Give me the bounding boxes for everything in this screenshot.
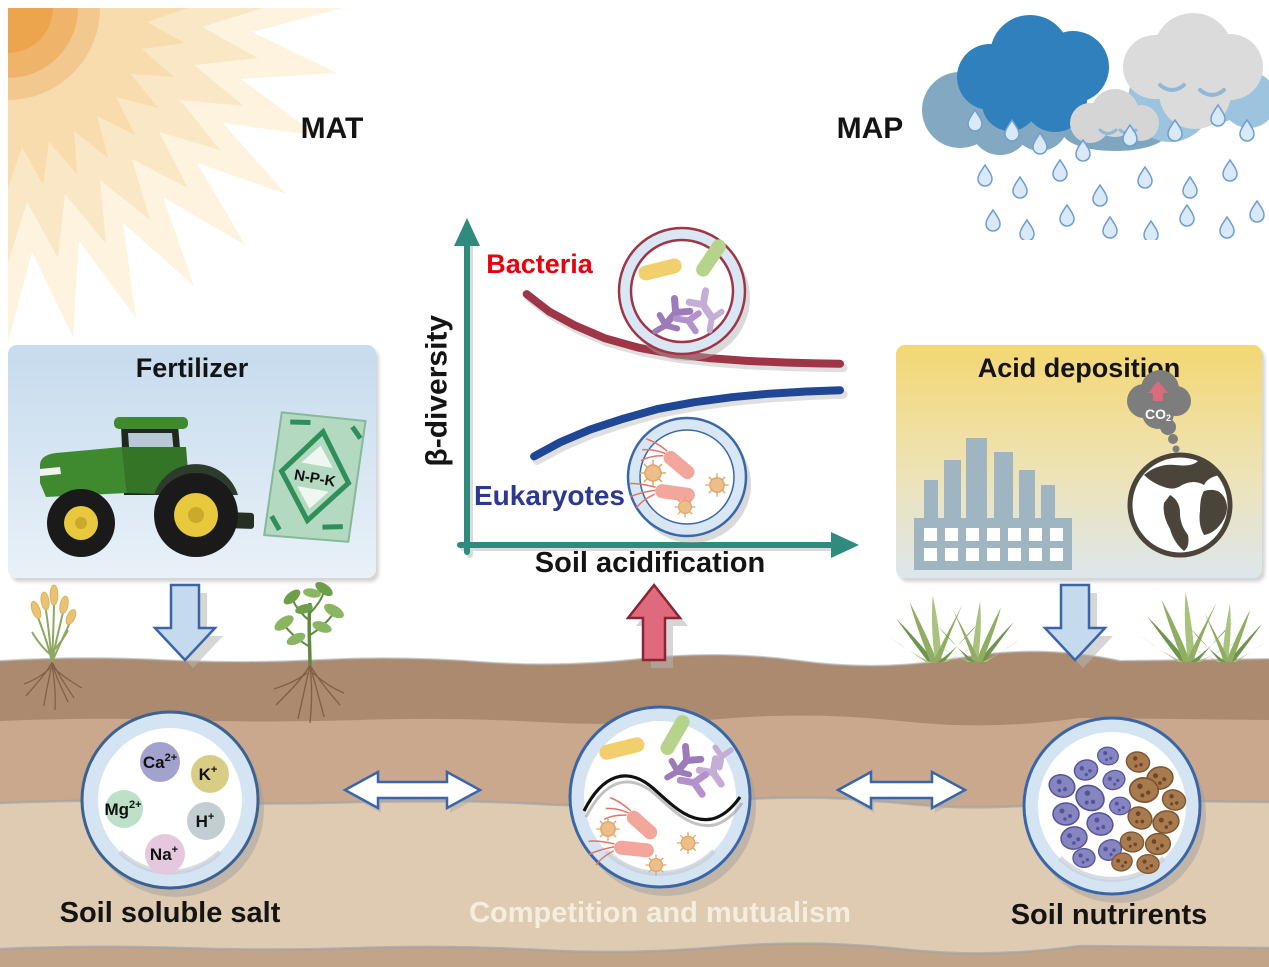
svg-text:Na+: Na+ <box>150 844 178 864</box>
globe <box>1127 452 1233 558</box>
svg-text:Mg2+: Mg2+ <box>104 799 141 819</box>
bacteria-dish-icon <box>617 226 750 361</box>
svg-text:K+: K+ <box>199 764 218 784</box>
green-plant-icon <box>273 581 345 724</box>
fertilizer-box: Fertilizer N-P-K <box>8 345 376 578</box>
legend-bacteria: Bacteria <box>486 249 593 279</box>
cloud-gray <box>1123 13 1263 129</box>
fertilizer-input-arrow <box>152 583 223 668</box>
flagellate-cells <box>588 796 658 866</box>
grass-tuft-icon <box>1186 604 1268 662</box>
mat-label: MAT <box>300 112 364 145</box>
plant-roots <box>273 664 345 724</box>
ion-na: Na+ <box>145 834 185 874</box>
acid-input-arrow <box>1042 583 1113 668</box>
beta-diversity-chart <box>454 218 859 558</box>
soil-cross-section: Ca2+ K+ Mg2+ H+ Na+ <box>0 581 1269 967</box>
divider-wave <box>582 774 742 822</box>
wheat-plant-icon <box>23 584 83 711</box>
microbe-nutrient-exchange-arrow <box>835 769 968 813</box>
sun-icon <box>8 8 343 343</box>
rain-clouds-icon <box>922 13 1269 240</box>
wheat-roots <box>23 661 83 711</box>
ion-mg: Mg2+ <box>104 790 143 828</box>
soil-acidification-arrow <box>625 582 688 668</box>
chart-xlabel: Soil acidification <box>534 547 766 579</box>
acid-deposition-box: Acid deposition C <box>896 345 1262 578</box>
y-axis-arrowhead <box>454 218 480 246</box>
spiky-protists <box>596 817 700 876</box>
chart-axes <box>454 218 859 558</box>
fertilizer-title: Fertilizer <box>135 353 249 383</box>
factory-icon <box>914 438 1072 570</box>
grass-tuft-icon <box>889 595 984 662</box>
competition-mutualism-label: Competition and mutualism <box>469 897 851 929</box>
competition-mutualism-dish <box>568 705 756 896</box>
map-label: MAP <box>836 112 904 145</box>
ion-k: K+ <box>191 755 229 793</box>
co2-label: CO2 <box>1145 406 1171 423</box>
cloud-blue <box>957 15 1109 132</box>
spiky-protists <box>640 460 729 518</box>
eukaryotes-dish-icon <box>626 416 751 543</box>
soil-nutrients-label: Soil nutrirents <box>1010 899 1208 931</box>
npk-bag-icon: N-P-K <box>263 411 367 543</box>
soil-soluble-salt-dish: Ca2+ K+ Mg2+ H+ Na+ <box>80 710 264 897</box>
x-axis-arrowhead <box>831 532 859 558</box>
soil-soluble-salt-label: Soil soluble salt <box>59 897 281 929</box>
co2-up-arrow <box>1148 381 1168 401</box>
chart-ylabel: β-diversity <box>420 314 454 467</box>
ion-ca: Ca2+ <box>140 742 180 782</box>
salt-microbe-exchange-arrow <box>342 769 483 813</box>
ion-h: H+ <box>187 802 225 840</box>
svg-text:H+: H+ <box>196 811 215 831</box>
tractor-icon <box>40 417 254 557</box>
soil-nutrients-dish <box>1022 716 1206 903</box>
legend-eukaryotes: Eukaryotes <box>474 480 625 511</box>
globe-co2-icon: CO2 <box>1127 370 1233 558</box>
svg-text:Ca2+: Ca2+ <box>143 752 177 772</box>
